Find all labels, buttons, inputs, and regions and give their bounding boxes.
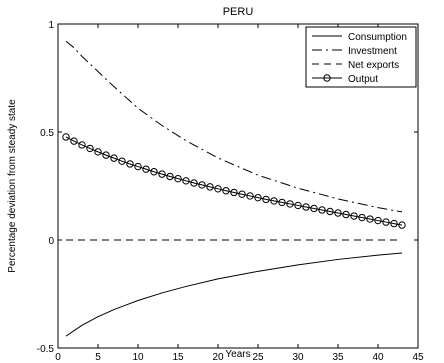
data-point — [134, 162, 142, 171]
data-point — [246, 192, 254, 200]
data-point — [94, 148, 102, 156]
plot-frame — [57, 23, 419, 349]
y-tick-label: 1 — [48, 20, 54, 31]
data-point — [294, 201, 302, 210]
y-axis-ticks: -0.5 0 0.5 1 — [37, 20, 418, 355]
data-point — [270, 197, 278, 205]
x-tick-label: 25 — [252, 352, 264, 363]
data-point — [390, 219, 398, 228]
plot-area — [57, 23, 419, 349]
data-point — [118, 157, 126, 165]
data-point — [102, 151, 110, 159]
x-tick-label: 5 — [95, 352, 101, 363]
legend: Consumption Investment Net exports Output — [305, 26, 417, 88]
data-point — [358, 213, 366, 222]
y-tick-label: 0.5 — [40, 128, 54, 139]
y-tick-label: 0 — [48, 236, 54, 247]
data-point — [150, 168, 158, 176]
series-consumption — [65, 252, 403, 337]
y-tick-label: -0.5 — [37, 344, 55, 355]
x-tick-label: 45 — [412, 352, 424, 363]
data-point — [286, 200, 294, 208]
series-line — [65, 40, 403, 213]
data-point — [166, 172, 174, 181]
legend-entry: Investment — [348, 46, 397, 57]
data-point — [382, 218, 390, 226]
x-axis-ticks: 0 5 10 15 20 25 30 35 40 45 — [55, 24, 424, 363]
series-line — [65, 252, 403, 337]
x-tick-label: 0 — [55, 352, 61, 363]
data-point — [174, 174, 182, 183]
data-point — [70, 137, 78, 145]
data-point — [366, 215, 374, 223]
series-output — [62, 133, 406, 229]
data-point — [190, 179, 198, 187]
x-tick-label: 10 — [132, 352, 144, 363]
data-point — [206, 183, 214, 191]
data-point — [350, 212, 358, 220]
data-point — [230, 188, 238, 197]
y-axis-label: Percentage deviation from steady state — [7, 99, 18, 273]
data-point — [214, 185, 222, 193]
data-point — [318, 206, 326, 214]
data-point — [262, 195, 270, 204]
x-tick-label: 40 — [372, 352, 384, 363]
data-point — [78, 141, 86, 149]
x-tick-label: 30 — [292, 352, 304, 363]
series-line — [65, 136, 403, 226]
data-point — [238, 190, 246, 198]
data-point — [126, 160, 134, 168]
series-layer — [62, 40, 406, 337]
legend-entry: Output — [348, 74, 378, 85]
data-point — [158, 170, 166, 178]
data-point — [278, 198, 286, 207]
data-point — [374, 216, 382, 225]
data-point — [342, 210, 350, 219]
chart-title: PERU — [223, 6, 254, 18]
data-point — [222, 187, 230, 195]
data-point — [62, 133, 70, 141]
series-investment — [65, 40, 403, 213]
data-point — [334, 209, 342, 217]
data-point — [86, 144, 94, 153]
x-tick-label: 15 — [172, 352, 184, 363]
data-point — [110, 154, 118, 162]
data-point — [182, 177, 190, 185]
x-tick-label: 35 — [332, 352, 344, 363]
legend-marker — [323, 74, 331, 82]
data-point — [198, 181, 206, 189]
x-tick-label: 20 — [212, 352, 224, 363]
data-point — [254, 193, 262, 202]
data-point — [310, 204, 318, 213]
legend-entry: Net exports — [348, 60, 399, 71]
legend-entry: Consumption — [348, 32, 407, 43]
data-point — [398, 221, 406, 229]
data-point — [326, 207, 334, 216]
data-point — [302, 203, 310, 211]
data-point — [142, 165, 150, 173]
x-axis-label: Years — [225, 349, 250, 360]
